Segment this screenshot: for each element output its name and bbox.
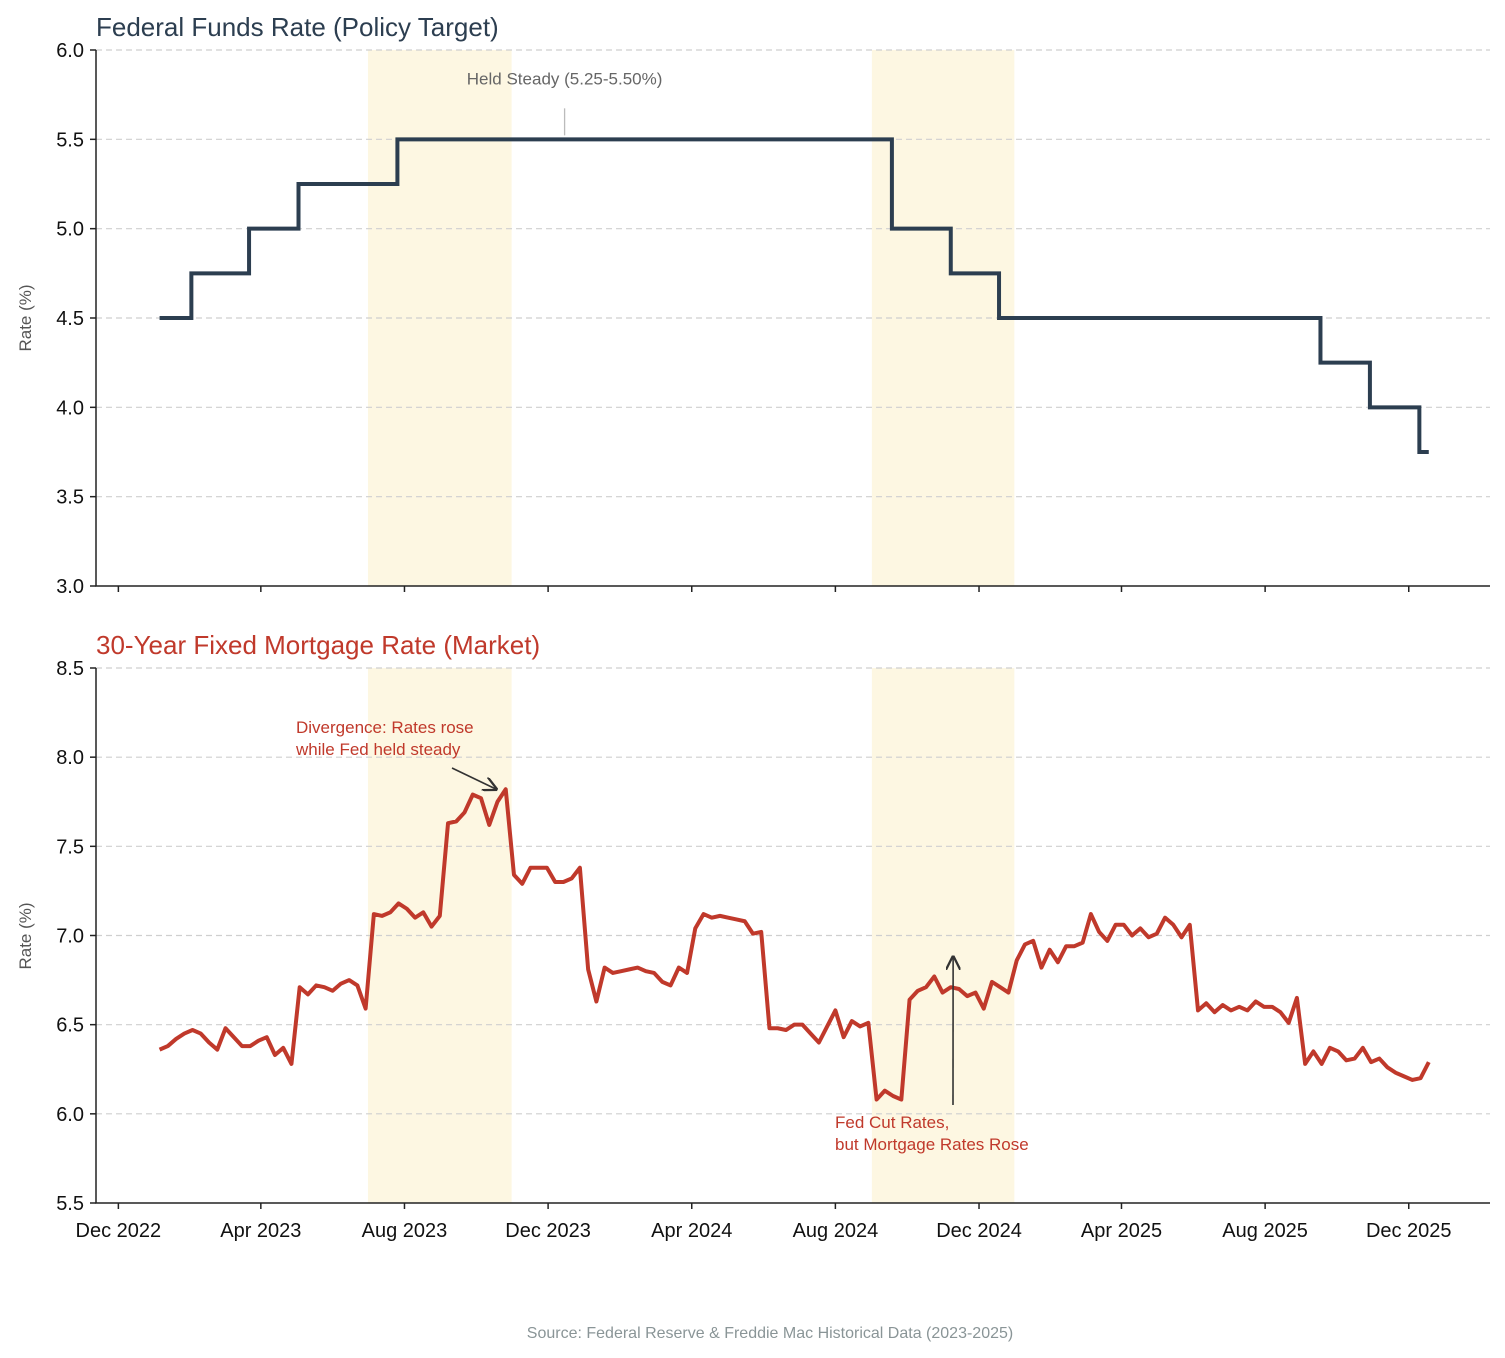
y-gridlines bbox=[96, 667, 1490, 1115]
axis-spines bbox=[95, 50, 1490, 587]
y-tick-label: 5.5 bbox=[56, 129, 84, 151]
x-tick-label: Dec 2024 bbox=[936, 1220, 1022, 1242]
y-tick-label: 4.5 bbox=[56, 308, 84, 330]
y-tick-label: 5.5 bbox=[56, 1193, 84, 1215]
fed-funds-panel: 3.0 3.5 4.0 4.5 5.0 5.5 6.0 Federal Funds Rate… bbox=[16, 12, 1490, 598]
y-tick-label: 6.0 bbox=[56, 40, 84, 62]
axis-spines bbox=[95, 668, 1490, 1204]
y-tick-label: 6.0 bbox=[56, 1104, 84, 1126]
x-tick-label: Apr 2024 bbox=[651, 1220, 732, 1242]
y-tick-label: 8.5 bbox=[56, 658, 84, 680]
annotations: Divergence: Rates rose while Fed held ste… bbox=[295, 718, 1029, 1154]
annotation-text: Fed Cut Rates, bbox=[835, 1113, 949, 1132]
y-tick-label: 5.0 bbox=[56, 219, 84, 241]
source-note: Source: Federal Reserve & Freddie Mac Hi… bbox=[527, 1325, 1013, 1342]
x-tick-label: Aug 2023 bbox=[362, 1220, 448, 1242]
panel-title-fed-funds: Federal Funds Rate (Policy Target) bbox=[96, 12, 499, 42]
highlight-band bbox=[871, 50, 1015, 586]
x-tick-label: Dec 2025 bbox=[1366, 1220, 1452, 1242]
annotation-arrow bbox=[451, 767, 496, 789]
y-tick-label: 4.0 bbox=[56, 397, 84, 419]
y-gridlines bbox=[96, 49, 1490, 498]
y-tick-label: 3.0 bbox=[56, 576, 84, 598]
x-tick-label: Aug 2025 bbox=[1222, 1220, 1308, 1242]
x-tick-label: Apr 2023 bbox=[220, 1220, 301, 1242]
x-tick-label: Dec 2023 bbox=[505, 1220, 591, 1242]
x-axis-ticks bbox=[117, 586, 1410, 592]
x-axis-ticks: Dec 2022 Apr 2023 Aug 2023 Dec 2023 Apr 2024… bbox=[76, 1203, 1452, 1242]
annotation-text: but Mortgage Rates Rose bbox=[835, 1135, 1029, 1154]
mortgage-panel: 5.5 6.0 6.5 7.0 7.5 8.0 8.5 Dec 2022 Apr 2023 Au… bbox=[16, 630, 1490, 1242]
y-tick-label: 7.5 bbox=[56, 836, 84, 858]
held-steady-annotation: Held Steady (5.25-5.50%) bbox=[467, 69, 663, 88]
y-axis-ticks: 3.0 3.5 4.0 4.5 5.0 5.5 6.0 bbox=[56, 40, 96, 598]
y-axis-label: Rate (%) bbox=[16, 902, 35, 969]
mortgage-rate-line bbox=[158, 787, 1431, 1102]
y-axis-label: Rate (%) bbox=[16, 284, 35, 351]
x-tick-label: Aug 2024 bbox=[793, 1220, 879, 1242]
y-axis-ticks: 5.5 6.0 6.5 7.0 7.5 8.0 8.5 bbox=[56, 658, 96, 1215]
y-tick-label: 8.0 bbox=[56, 747, 84, 769]
x-tick-label: Dec 2022 bbox=[76, 1220, 162, 1242]
y-tick-label: 3.5 bbox=[56, 487, 84, 509]
y-tick-label: 7.0 bbox=[56, 926, 84, 948]
fed-funds-step-line bbox=[159, 137, 1429, 454]
annotation-text: Divergence: Rates rose bbox=[296, 718, 474, 737]
annotation-text: while Fed held steady bbox=[295, 740, 461, 759]
panel-title-mortgage: 30-Year Fixed Mortgage Rate (Market) bbox=[96, 630, 540, 660]
y-tick-label: 6.5 bbox=[56, 1015, 84, 1037]
x-tick-label: Apr 2025 bbox=[1081, 1220, 1162, 1242]
